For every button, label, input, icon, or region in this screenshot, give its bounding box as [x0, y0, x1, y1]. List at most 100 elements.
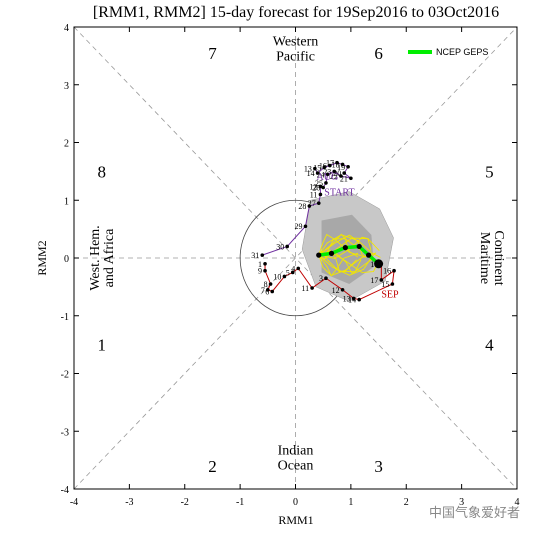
day-label: 24: [317, 170, 325, 179]
month-label: SEP: [381, 289, 399, 300]
observed-point: [332, 169, 337, 174]
day-label: 14: [348, 296, 356, 305]
day-label: 14: [307, 169, 315, 178]
region-label-right: Continent: [491, 230, 506, 285]
x-tick-label: -1: [236, 497, 244, 508]
observed-point: [313, 166, 317, 171]
day-label: 22: [330, 172, 338, 181]
region-label-bottom: Indian: [278, 443, 314, 458]
day-label: 9: [258, 267, 262, 276]
day-label: 12: [309, 182, 317, 191]
forecast-point: [342, 245, 348, 251]
day-label: 23: [323, 167, 331, 176]
region-label-right: Maritime: [477, 232, 492, 284]
observed-point: [263, 261, 267, 266]
y-tick-label: 3: [64, 81, 69, 92]
observed-point: [322, 165, 327, 170]
watermark: 中国气象爱好者: [429, 505, 520, 521]
observed-point: [357, 297, 361, 302]
phase-label: 4: [485, 336, 494, 355]
day-label: 8: [264, 280, 268, 289]
x-axis-label: RMM1: [278, 513, 313, 527]
day-label: 26: [312, 184, 320, 193]
forecast-point: [316, 252, 322, 258]
x-tick-label: 3: [459, 497, 464, 508]
day-label: 19: [337, 163, 345, 172]
day-label: 13: [343, 294, 351, 303]
month-label: START: [324, 188, 354, 199]
observed-point: [328, 163, 332, 168]
y-axis-label: RMM2: [35, 240, 49, 275]
observed-point: [325, 172, 330, 177]
day-label: 16: [383, 267, 391, 276]
observed-point: [268, 282, 273, 286]
x-tick-label: 2: [404, 497, 409, 508]
observed-point: [303, 224, 308, 229]
region-label-top: Western: [273, 34, 319, 49]
day-label: 4: [291, 264, 295, 273]
ensemble-member: [318, 233, 367, 258]
day-label: 17: [326, 159, 334, 168]
day-label: 5: [286, 268, 290, 277]
observed-point: [379, 278, 384, 282]
phase-label: 7: [208, 44, 217, 63]
day-label: 17: [370, 276, 378, 285]
y-tick-label: -3: [61, 427, 69, 438]
y-tick-label: 2: [64, 139, 69, 150]
chart-title: [RMM1, RMM2] 15-day forecast for 19Sep20…: [93, 4, 499, 21]
diagonal-line: [73, 26, 518, 490]
ensemble-member: [318, 237, 380, 260]
day-label: 15: [381, 280, 389, 289]
day-label: 18: [332, 160, 340, 169]
y-tick-label: 0: [64, 254, 69, 265]
observed-point: [351, 296, 356, 301]
observed-point: [290, 270, 295, 275]
observed-point: [296, 266, 301, 271]
day-label: 13: [304, 164, 312, 173]
observed-point: [282, 274, 287, 279]
diagonal-line: [73, 26, 518, 490]
legend-label: NCEP GEPS: [436, 47, 488, 57]
day-label: 27: [308, 199, 316, 208]
y-tick-label: -1: [61, 312, 69, 323]
region-label-bottom: Ocean: [278, 458, 314, 473]
observed-point: [340, 287, 345, 292]
ensemble-member: [318, 252, 359, 277]
phase-label: 6: [374, 44, 383, 63]
day-label: 29: [294, 222, 302, 231]
observed-point: [390, 282, 395, 286]
observed-point: [307, 204, 312, 208]
observed-point: [339, 174, 343, 178]
day-label: 1: [258, 260, 262, 269]
observed-point: [324, 181, 328, 185]
observed-point: [346, 164, 350, 169]
observed-point: [270, 289, 275, 294]
observed-point: [392, 268, 396, 273]
day-label: 30: [276, 242, 284, 251]
phase-label: 2: [208, 457, 217, 476]
observed-point: [342, 171, 347, 175]
day-label: 28: [298, 202, 306, 211]
observed-point: [315, 171, 320, 175]
observed-point: [321, 185, 325, 190]
region-label-top: Pacific: [276, 49, 315, 64]
y-tick-label: 1: [64, 196, 69, 207]
legend: NCEP GEPS: [408, 47, 488, 57]
observed-point: [263, 268, 267, 273]
observed-point: [285, 244, 289, 249]
region-label-left: West. Hem.: [88, 225, 103, 290]
day-label: 7: [261, 286, 265, 295]
day-label: 12: [332, 286, 340, 295]
observed-point: [318, 192, 323, 197]
observed-point: [266, 287, 270, 292]
ensemble-member: [318, 236, 372, 259]
x-tick-label: 4: [515, 497, 520, 508]
observed-point: [310, 286, 314, 290]
x-tick-label: 0: [293, 497, 298, 508]
observed-point: [316, 201, 321, 205]
observed-point: [318, 184, 323, 189]
phase-label: 3: [374, 457, 383, 476]
phase-label: 8: [97, 162, 106, 181]
